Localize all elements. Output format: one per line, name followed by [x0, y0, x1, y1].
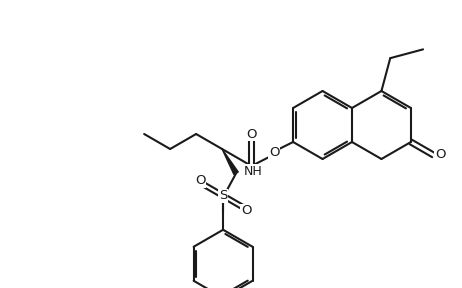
Text: O: O [246, 128, 257, 141]
Text: NH: NH [244, 165, 263, 178]
Text: S: S [219, 189, 227, 202]
Text: O: O [269, 147, 280, 160]
Text: O: O [195, 174, 205, 187]
Text: O: O [241, 204, 251, 217]
Polygon shape [222, 149, 238, 175]
Text: O: O [435, 149, 446, 162]
